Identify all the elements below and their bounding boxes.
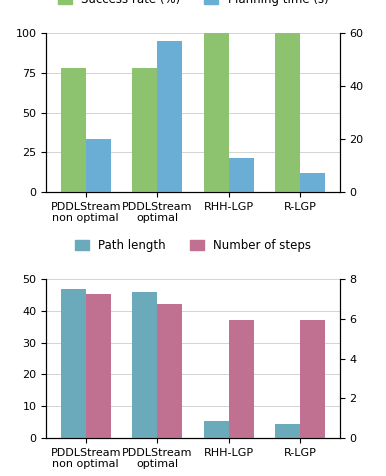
Bar: [300, 173, 325, 192]
Bar: [61, 68, 86, 192]
Bar: [275, 424, 300, 438]
Bar: [132, 68, 157, 192]
Bar: [229, 158, 254, 192]
Bar: [229, 320, 254, 438]
Bar: [132, 292, 157, 438]
Bar: [157, 304, 182, 438]
Bar: [86, 139, 111, 192]
Legend: Path length, Number of steps: Path length, Number of steps: [70, 234, 316, 257]
Bar: [204, 421, 229, 438]
Bar: [61, 289, 86, 438]
Bar: [86, 294, 111, 438]
Bar: [204, 33, 229, 192]
Bar: [157, 41, 182, 192]
Bar: [275, 33, 300, 192]
Legend: Success rate (%), Planning time (s): Success rate (%), Planning time (s): [53, 0, 333, 11]
Bar: [300, 320, 325, 438]
